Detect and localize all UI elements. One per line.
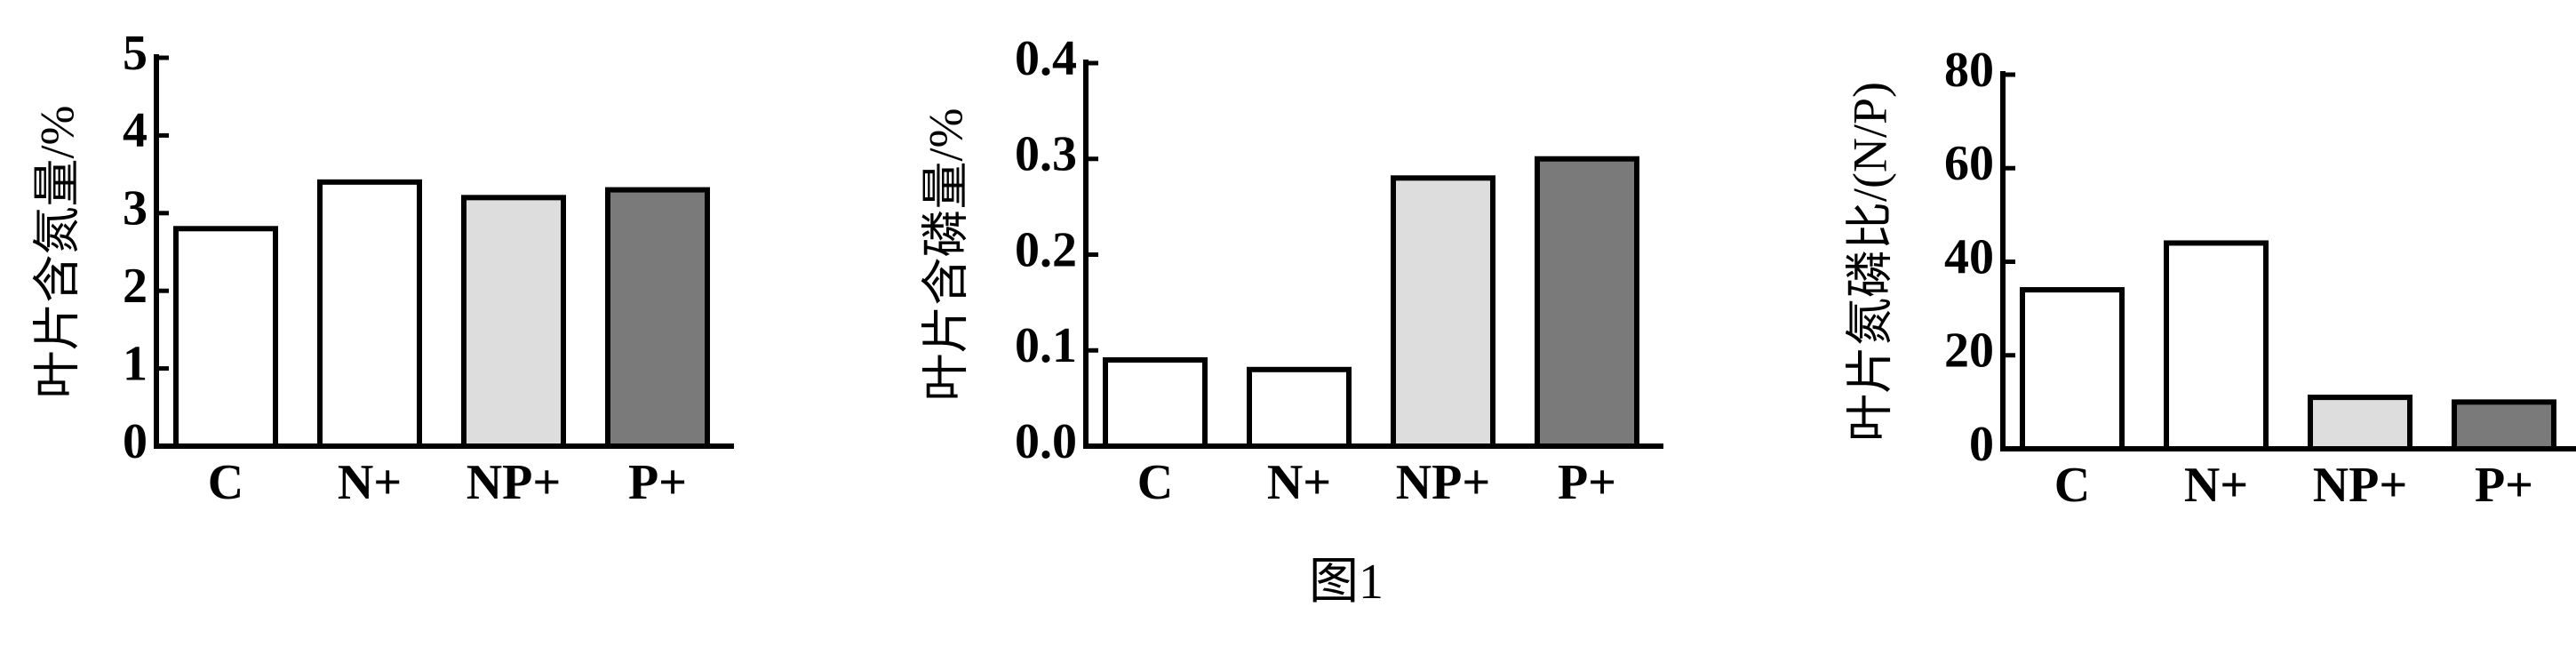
y-tick-label: 60 <box>1944 136 1994 191</box>
y-tick-label: 0.3 <box>1015 127 1077 182</box>
x-tick-label: NP+ <box>467 455 562 510</box>
y-tick-label: 3 <box>123 181 148 236</box>
x-tick-label: P+ <box>628 455 687 510</box>
x-tick-label: N+ <box>338 455 402 510</box>
x-tick-label: P+ <box>1558 455 1616 510</box>
y-tick-label: 40 <box>1944 229 1994 284</box>
bar <box>2308 395 2413 451</box>
bar <box>317 179 422 449</box>
bar <box>1391 175 1495 450</box>
bar <box>461 195 566 449</box>
y-tick-label: 0 <box>1969 417 1994 472</box>
y-axis-label: 叶片氮磷比/(N/P) <box>1843 82 1896 442</box>
bar <box>605 187 710 450</box>
bar <box>2164 240 2269 452</box>
x-tick-label: NP+ <box>1396 455 1491 510</box>
y-tick-label: 80 <box>1944 43 1994 98</box>
x-tick-label: N+ <box>1267 455 1331 510</box>
x-tick-label: P+ <box>2475 458 2533 513</box>
x-tick-label: C <box>2054 458 2090 513</box>
y-tick-label: 20 <box>1944 324 1994 379</box>
y-tick-label: 0 <box>123 414 148 469</box>
y-tick-label: 0.1 <box>1015 318 1077 373</box>
y-tick-label: 4 <box>123 103 148 158</box>
y-tick-label: 0.2 <box>1015 222 1077 277</box>
bar <box>1535 156 1639 449</box>
bar <box>2020 287 2125 452</box>
y-tick-label: 1 <box>123 336 148 391</box>
y-tick-label: 5 <box>123 26 148 81</box>
x-tick-label: C <box>1137 455 1173 510</box>
y-tick-label: 0.4 <box>1015 31 1077 86</box>
x-tick-label: NP+ <box>2313 458 2408 513</box>
y-tick-label: 0.0 <box>1015 414 1077 469</box>
x-tick-label: C <box>208 455 243 510</box>
caption: 图1 <box>1309 555 1384 610</box>
y-axis-label: 叶片含磷量/% <box>919 108 972 402</box>
bar <box>173 226 278 449</box>
y-tick-label: 2 <box>123 259 148 314</box>
bar <box>1247 366 1352 449</box>
bar <box>1103 357 1208 449</box>
bar <box>2452 399 2556 451</box>
x-tick-label: N+ <box>2184 458 2248 513</box>
y-axis-label: 叶片含氮量/% <box>30 106 84 399</box>
